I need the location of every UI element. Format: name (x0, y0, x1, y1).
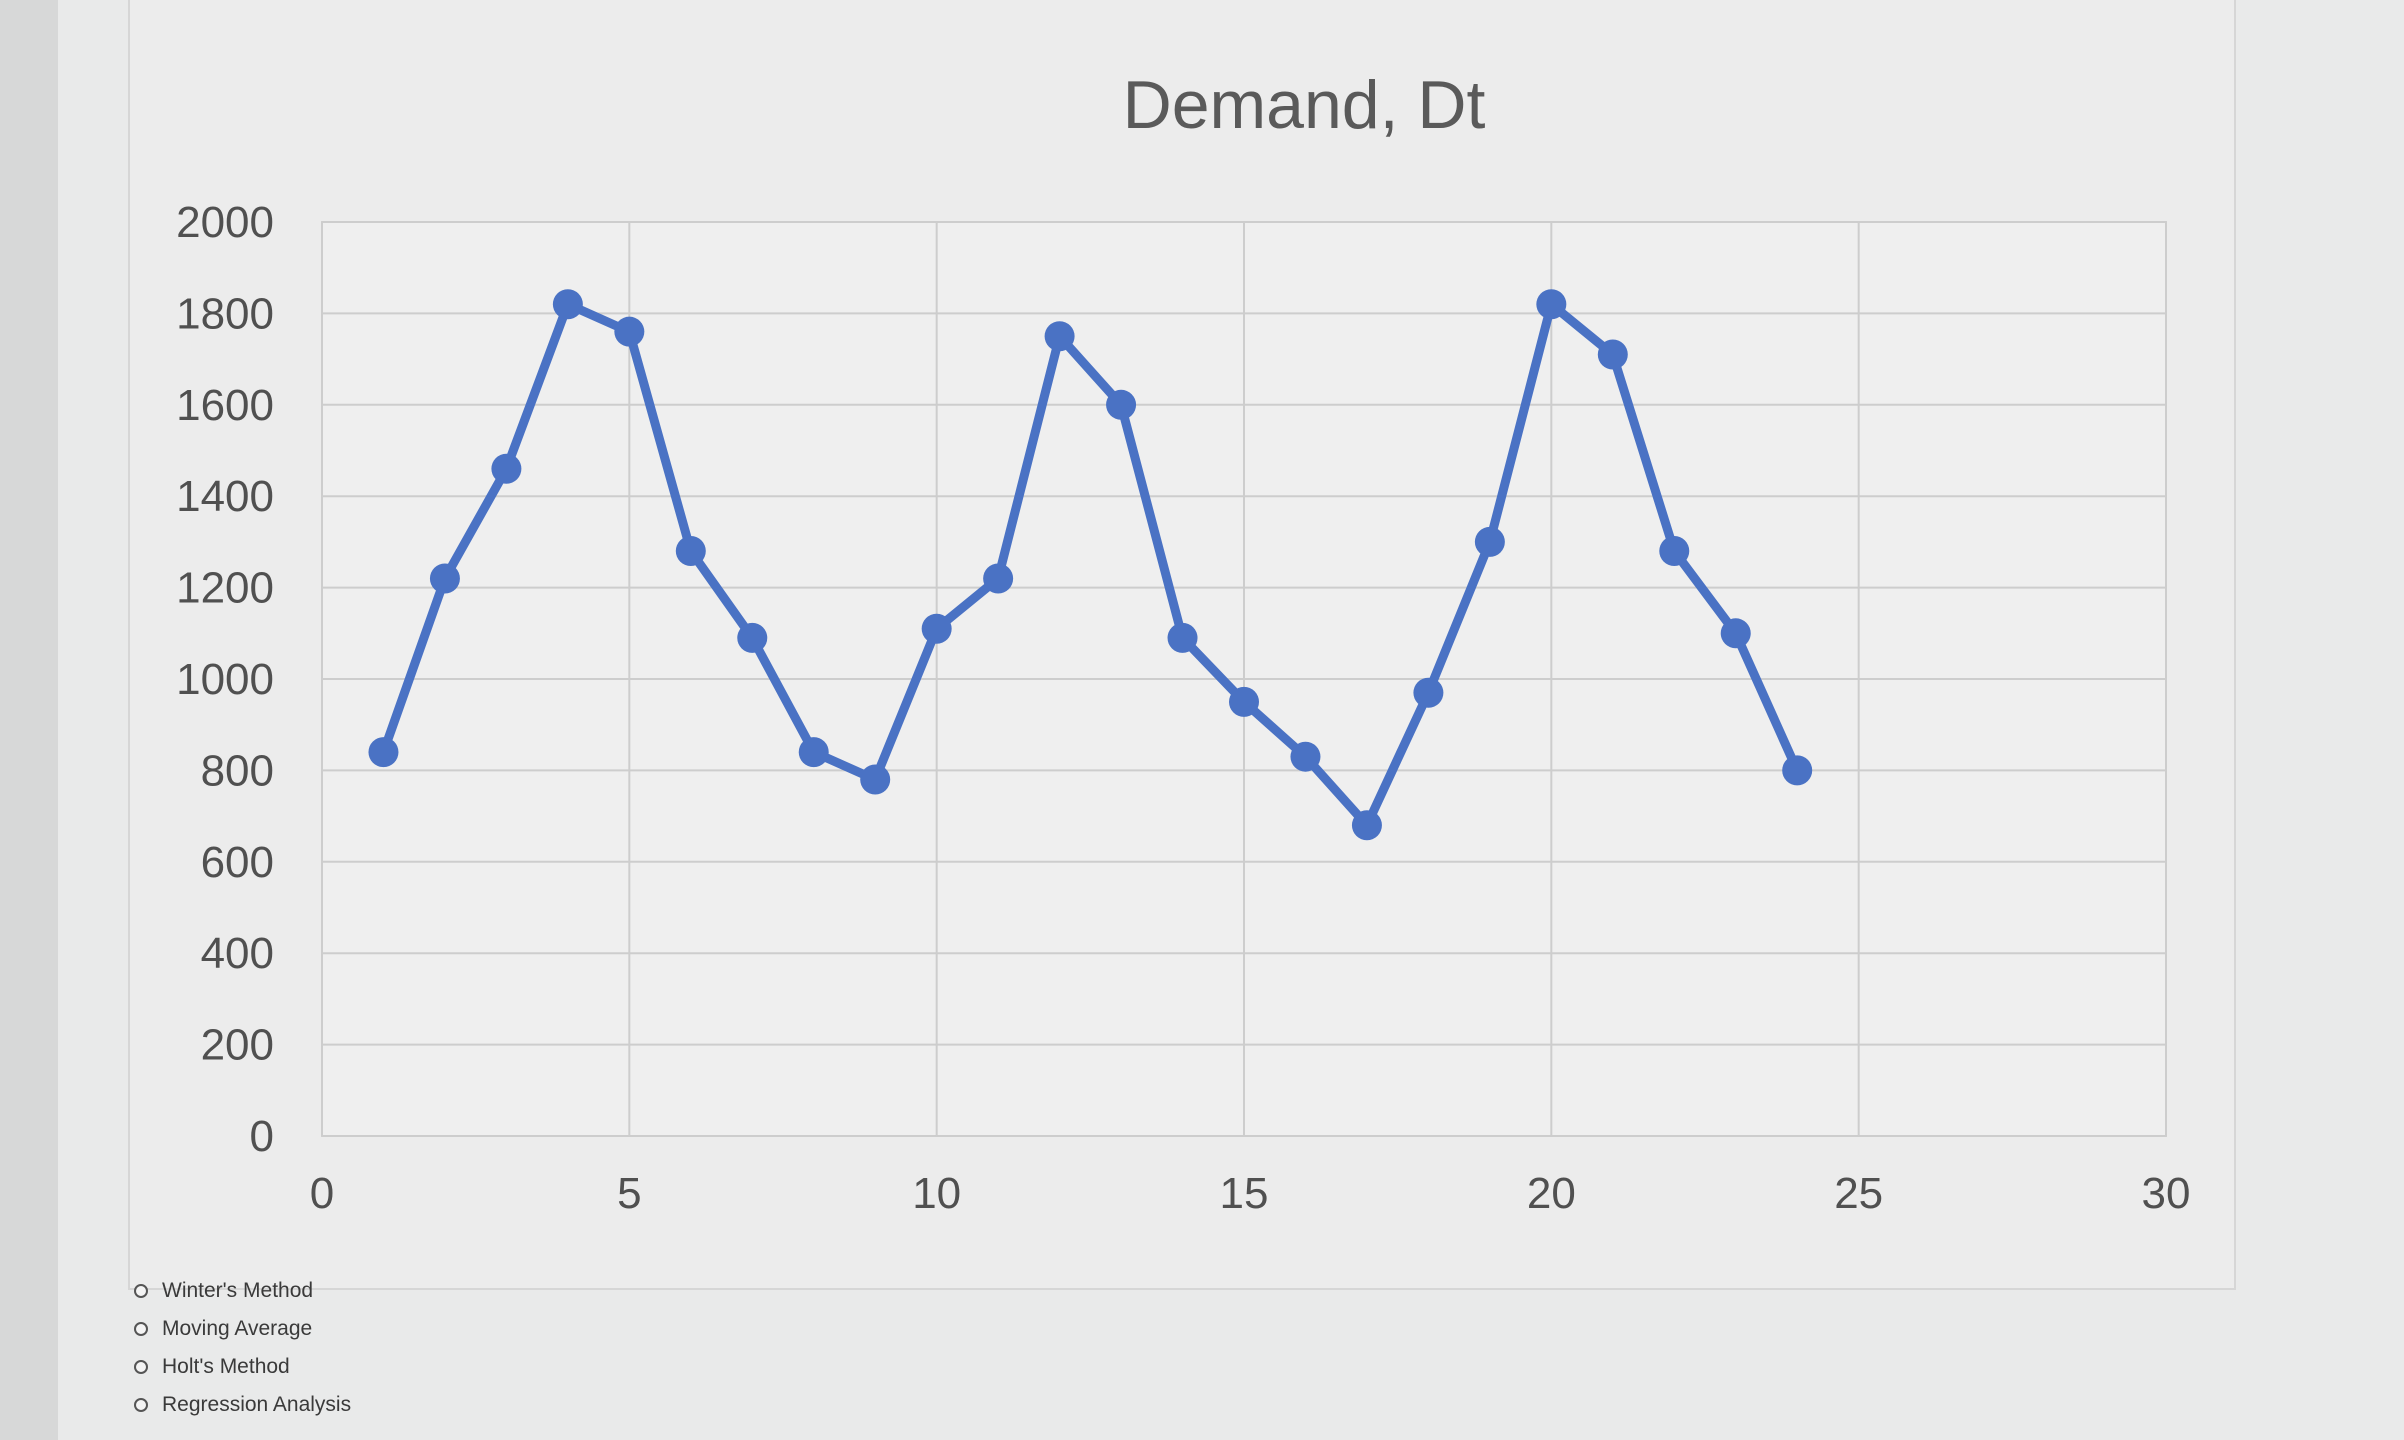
chart-container: 0 200 400 600 800 1000 1200 1400 1600 1800 2000 0 5 1… (128, 0, 2236, 1290)
data-point (552, 289, 583, 320)
y-tick-label: 400 (201, 929, 274, 978)
data-point (1782, 755, 1813, 786)
data-point (675, 536, 706, 567)
x-tick-label: 30 (2142, 1169, 2191, 1218)
x-tick-label: 10 (912, 1169, 961, 1218)
y-tick-label: 1000 (176, 655, 274, 704)
x-tick-label: 20 (1527, 1169, 1576, 1218)
answer-options: Winter's Method Moving Average Holt's Me… (134, 1272, 351, 1424)
data-point (614, 316, 645, 347)
x-tick-label: 5 (617, 1169, 641, 1218)
data-point (1044, 321, 1075, 352)
data-point (368, 737, 399, 768)
radio-icon[interactable] (134, 1398, 148, 1412)
y-tick-label: 1800 (176, 289, 274, 338)
option-regression-analysis[interactable]: Regression Analysis (134, 1386, 351, 1424)
data-point (1290, 741, 1321, 772)
data-point (1229, 686, 1259, 717)
option-label: Moving Average (162, 1317, 313, 1340)
y-tick-label: 1400 (176, 472, 274, 521)
radio-icon[interactable] (134, 1322, 148, 1336)
option-winters-method[interactable]: Winter's Method (134, 1272, 351, 1310)
y-tick-label: 0 (250, 1112, 274, 1161)
data-point (1659, 536, 1690, 567)
chart-title: Demand, Dt (1123, 67, 1486, 143)
data-point (429, 563, 460, 594)
y-tick-label: 800 (201, 746, 274, 795)
data-point (737, 622, 768, 653)
y-tick-label: 2000 (176, 198, 274, 247)
data-point (1106, 389, 1137, 420)
x-tick-label: 0 (310, 1169, 334, 1218)
option-label: Winter's Method (162, 1279, 314, 1302)
data-point (798, 737, 829, 768)
data-point (491, 453, 522, 484)
data-point (1167, 622, 1198, 653)
y-tick-label: 600 (201, 838, 274, 887)
data-point (983, 563, 1014, 594)
x-tick-label: 15 (1220, 1169, 1269, 1218)
data-point (921, 613, 952, 644)
y-tick-label: 1600 (176, 381, 274, 430)
data-point (860, 764, 891, 795)
radio-icon[interactable] (134, 1284, 148, 1298)
data-point (1536, 289, 1567, 320)
y-tick-label: 200 (201, 1021, 274, 1070)
data-point (1351, 810, 1382, 841)
radio-icon[interactable] (134, 1360, 148, 1374)
option-label: Holt's Method (162, 1355, 290, 1378)
data-point (1474, 526, 1505, 557)
data-point (1597, 339, 1628, 370)
option-label: Regression Analysis (162, 1393, 352, 1416)
y-tick-label: 1200 (176, 564, 274, 613)
page-edge (0, 0, 58, 1440)
demand-line-chart: 0 200 400 600 800 1000 1200 1400 1600 1800 2000 0 5 1… (176, 67, 2191, 1218)
x-tick-label: 25 (1834, 1169, 1883, 1218)
option-holts-method[interactable]: Holt's Method (134, 1348, 351, 1386)
data-point (1720, 618, 1751, 649)
option-moving-average[interactable]: Moving Average (134, 1310, 351, 1348)
data-point (1413, 677, 1444, 708)
